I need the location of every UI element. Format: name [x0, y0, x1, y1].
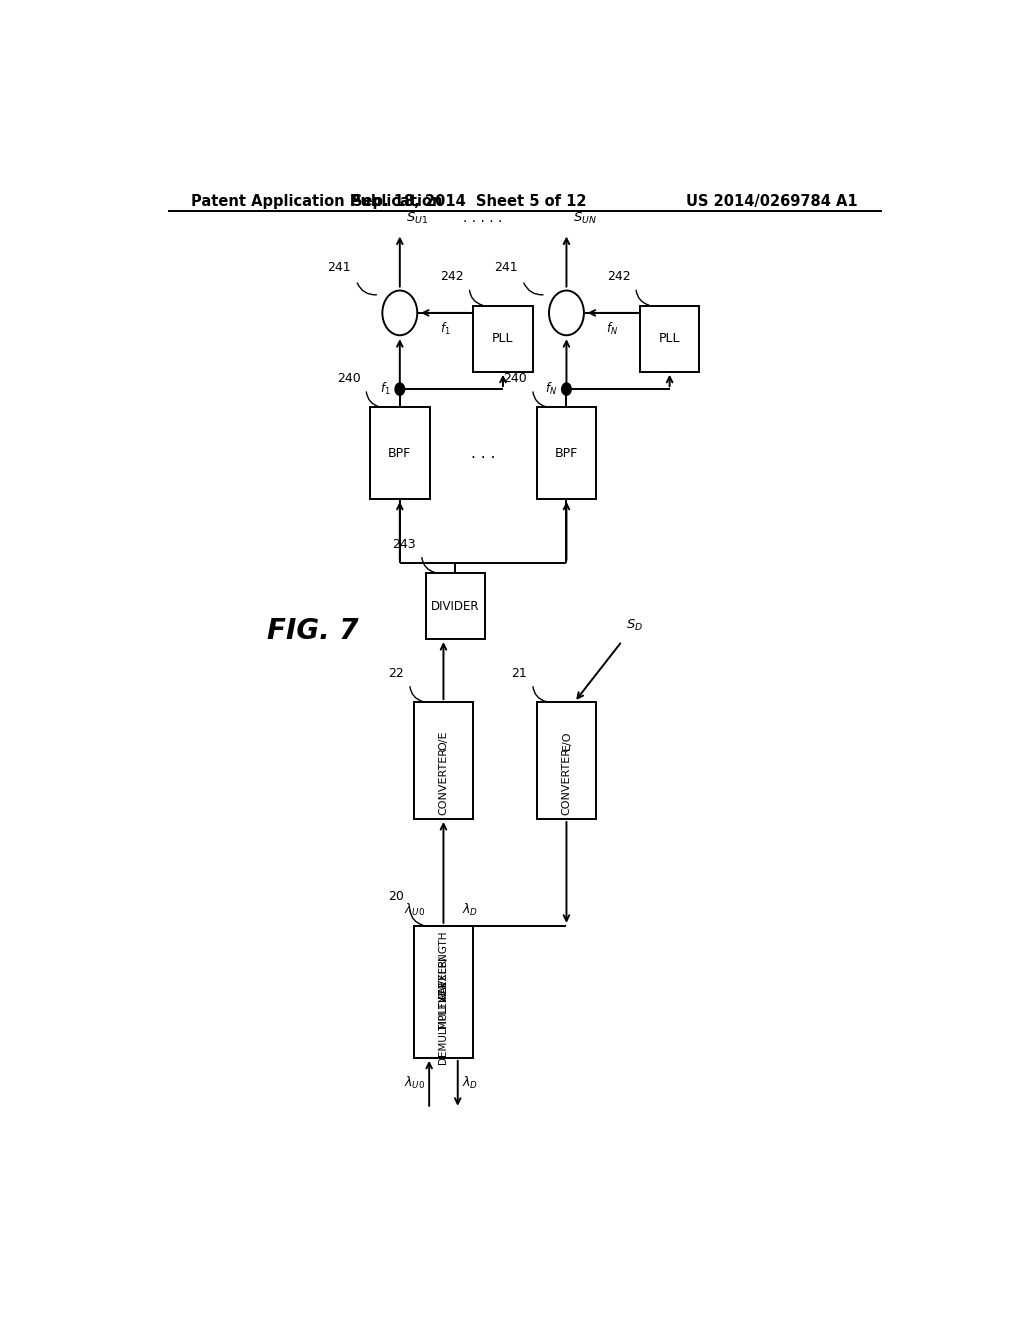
Text: $S_{U1}$: $S_{U1}$ [407, 211, 428, 227]
Text: 241: 241 [494, 261, 517, 275]
Text: 20: 20 [388, 891, 404, 903]
Text: $f_1$: $f_1$ [440, 321, 451, 337]
Text: PLL: PLL [658, 333, 680, 346]
Text: Sep. 18, 2014  Sheet 5 of 12: Sep. 18, 2014 Sheet 5 of 12 [352, 194, 587, 209]
Bar [426, 573, 485, 639]
Text: $\lambda_{U0}$: $\lambda_{U0}$ [403, 902, 425, 917]
Bar [640, 306, 699, 372]
Text: O/E: O/E [438, 730, 449, 750]
Text: $S_{UN}$: $S_{UN}$ [572, 211, 597, 227]
Bar [537, 702, 596, 818]
Text: 21: 21 [511, 667, 527, 680]
Text: $\lambda_D$: $\lambda_D$ [462, 1076, 478, 1092]
Circle shape [549, 290, 584, 335]
Text: BPF: BPF [388, 446, 412, 459]
Text: 240: 240 [337, 372, 360, 385]
Text: $f_N$: $f_N$ [545, 381, 557, 397]
Circle shape [562, 383, 571, 395]
Text: $f_N$: $f_N$ [606, 321, 618, 337]
Text: 241: 241 [327, 261, 350, 275]
Circle shape [395, 383, 404, 395]
Text: DEMULTIPLEXER: DEMULTIPLEXER [438, 981, 449, 1064]
Text: CONVERTER: CONVERTER [561, 747, 571, 814]
Text: $S_D$: $S_D$ [626, 618, 643, 634]
Text: BPF: BPF [555, 446, 579, 459]
Text: US 2014/0269784 A1: US 2014/0269784 A1 [686, 194, 858, 209]
Text: CONVERTER: CONVERTER [438, 747, 449, 814]
Text: PLL: PLL [493, 333, 514, 346]
Text: 240: 240 [504, 372, 527, 385]
Text: 242: 242 [440, 271, 464, 284]
Circle shape [382, 290, 417, 335]
Text: 22: 22 [388, 667, 404, 680]
Text: WAVELENGTH: WAVELENGTH [438, 931, 449, 1002]
Text: . . . . .: . . . . . [464, 211, 503, 226]
Text: FIG. 7: FIG. 7 [267, 616, 358, 645]
Text: E/O: E/O [561, 730, 571, 750]
Bar [414, 925, 473, 1057]
Text: 243: 243 [392, 537, 416, 550]
Text: $\lambda_{U0}$: $\lambda_{U0}$ [403, 1076, 425, 1092]
Text: DIVIDER: DIVIDER [431, 599, 479, 612]
Text: $f_1$: $f_1$ [380, 381, 390, 397]
Bar [537, 408, 596, 499]
Text: $\lambda_D$: $\lambda_D$ [462, 902, 478, 917]
Bar [370, 408, 430, 499]
Bar [473, 306, 532, 372]
Text: . . .: . . . [471, 446, 496, 461]
Text: MULTIPLEXER/: MULTIPLEXER/ [438, 956, 449, 1028]
Bar [414, 702, 473, 818]
Text: 242: 242 [607, 271, 631, 284]
Text: Patent Application Publication: Patent Application Publication [191, 194, 443, 209]
